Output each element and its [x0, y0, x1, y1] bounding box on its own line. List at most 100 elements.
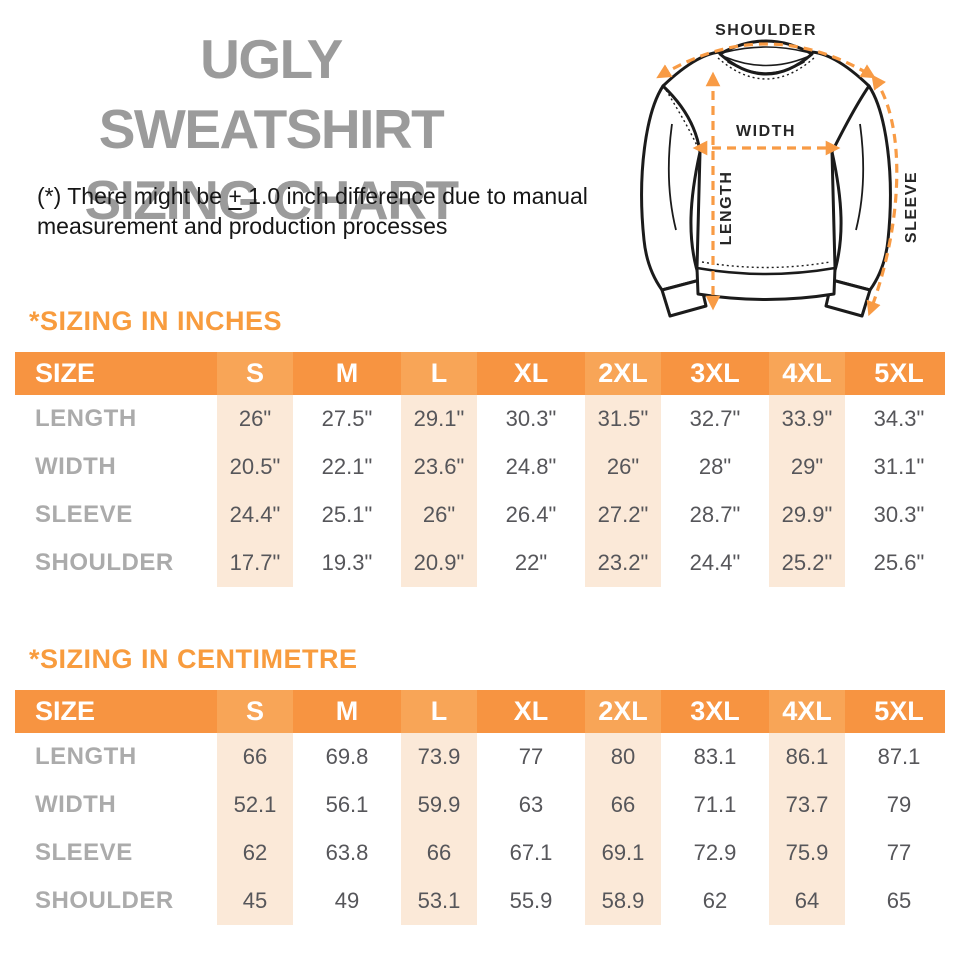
sweatshirt-illustration — [640, 39, 899, 318]
table-cell: 55.9 — [485, 877, 577, 925]
disclaimer-text: (*) There might be + 1.0 inch difference… — [37, 181, 622, 242]
measurement-arrows — [656, 42, 899, 317]
table-cell: 31.5" — [577, 395, 669, 443]
table-cell: 63.8 — [301, 829, 393, 877]
sweatshirt-outline — [640, 39, 892, 318]
row-label-width: WIDTH — [15, 781, 209, 829]
page-title-line2: SIZING CHART — [84, 168, 459, 231]
table-cell: 22.1" — [301, 443, 393, 491]
table-cell: 26.4" — [485, 491, 577, 539]
header-cell-xl: XL — [485, 352, 577, 395]
table-cell: 72.9 — [669, 829, 761, 877]
table-cell: 23.2" — [577, 539, 669, 587]
table-cell: 23.6" — [393, 443, 485, 491]
table-row: WIDTH 52.1 56.1 59.9 63 66 71.1 73.7 79 — [15, 781, 945, 829]
table-cell: 30.3" — [853, 491, 945, 539]
table-cell: 59.9 — [393, 781, 485, 829]
table-cell: 33.9" — [761, 395, 853, 443]
table-cell: 32.7" — [669, 395, 761, 443]
title-block: UGLY SWEATSHIRT SIZING CHART — [28, 24, 514, 235]
table-cell: 53.1 — [393, 877, 485, 925]
table-cell: 26" — [209, 395, 301, 443]
table-cell: 66 — [209, 733, 301, 781]
header-cell-size: SIZE — [15, 352, 209, 395]
header-cell-size: SIZE — [15, 690, 209, 733]
centimetre-header-row: SIZE S M L XL 2XL 3XL 4XL 5XL — [15, 690, 945, 733]
disclaimer-suffix: 1.0 inch difference due to manual measur… — [37, 183, 588, 240]
table-cell: 29.9" — [761, 491, 853, 539]
shoulder-arrow — [656, 42, 876, 79]
row-label-sleeve: SLEEVE — [15, 491, 209, 539]
table-row: SLEEVE 24.4" 25.1" 26" 26.4" 27.2" 28.7"… — [15, 491, 945, 539]
sweatshirt-diagram: SHOULDER WIDTH LENGTH SLEEVE — [618, 2, 960, 334]
table-cell: 29" — [761, 443, 853, 491]
table-row: SLEEVE 62 63.8 66 67.1 69.1 72.9 75.9 77 — [15, 829, 945, 877]
plus-minus-sign: + — [228, 183, 242, 209]
header-cell-xl: XL — [485, 690, 577, 733]
table-cell: 80 — [577, 733, 669, 781]
table-cell: 17.7" — [209, 539, 301, 587]
header-cell-3xl: 3XL — [669, 352, 761, 395]
header-cell-4xl: 4XL — [761, 352, 853, 395]
table-cell: 25.6" — [853, 539, 945, 587]
header-cell-2xl: 2XL — [577, 352, 669, 395]
centimetre-section-heading: *SIZING IN CENTIMETRE — [29, 644, 358, 674]
header-cell-s: S — [209, 690, 301, 733]
row-label-sleeve: SLEEVE — [15, 829, 209, 877]
table-cell: 56.1 — [301, 781, 393, 829]
table-cell: 64 — [761, 877, 853, 925]
table-cell: 26" — [393, 491, 485, 539]
table-cell: 66 — [577, 781, 669, 829]
row-label-shoulder: SHOULDER — [15, 877, 209, 925]
diagram-length-label: LENGTH — [718, 170, 735, 246]
centimetre-size-table: SIZE S M L XL 2XL 3XL 4XL 5XL LENGTH 66 … — [15, 690, 945, 925]
table-cell: 20.5" — [209, 443, 301, 491]
table-cell: 19.3" — [301, 539, 393, 587]
table-row: SHOULDER 45 49 53.1 55.9 58.9 62 64 65 — [15, 877, 945, 925]
table-cell: 49 — [301, 877, 393, 925]
table-cell: 86.1 — [761, 733, 853, 781]
table-cell: 62 — [209, 829, 301, 877]
table-cell: 25.2" — [761, 539, 853, 587]
row-label-shoulder: SHOULDER — [15, 539, 209, 587]
table-cell: 69.1 — [577, 829, 669, 877]
header-cell-s: S — [209, 352, 301, 395]
page-title: UGLY SWEATSHIRT SIZING CHART — [28, 24, 514, 235]
table-cell: 66 — [393, 829, 485, 877]
row-label-width: WIDTH — [15, 443, 209, 491]
table-cell: 77 — [485, 733, 577, 781]
header-cell-l: L — [393, 352, 485, 395]
header-cell-4xl: 4XL — [761, 690, 853, 733]
table-cell: 24.8" — [485, 443, 577, 491]
table-cell: 77 — [853, 829, 945, 877]
table-cell: 34.3" — [853, 395, 945, 443]
header-cell-3xl: 3XL — [669, 690, 761, 733]
table-cell: 20.9" — [393, 539, 485, 587]
table-cell: 65 — [853, 877, 945, 925]
table-cell: 63 — [485, 781, 577, 829]
table-cell: 71.1 — [669, 781, 761, 829]
disclaimer-prefix: (*) There might be — [37, 183, 229, 209]
page-title-line1: UGLY SWEATSHIRT — [98, 28, 445, 161]
header-cell-5xl: 5XL — [853, 352, 945, 395]
table-cell: 28.7" — [669, 491, 761, 539]
header-cell-2xl: 2XL — [577, 690, 669, 733]
table-cell: 45 — [209, 877, 301, 925]
table-cell: 52.1 — [209, 781, 301, 829]
header-cell-5xl: 5XL — [853, 690, 945, 733]
table-cell: 75.9 — [761, 829, 853, 877]
table-cell: 67.1 — [485, 829, 577, 877]
table-cell: 73.7 — [761, 781, 853, 829]
table-row: LENGTH 66 69.8 73.9 77 80 83.1 86.1 87.1 — [15, 733, 945, 781]
diagram-sleeve-label: SLEEVE — [903, 170, 920, 244]
row-label-length: LENGTH — [15, 733, 209, 781]
table-cell: 87.1 — [853, 733, 945, 781]
header-cell-l: L — [393, 690, 485, 733]
diagram-shoulder-label: SHOULDER — [715, 22, 817, 39]
table-cell: 28" — [669, 443, 761, 491]
table-cell: 24.4" — [669, 539, 761, 587]
table-cell: 83.1 — [669, 733, 761, 781]
inches-size-table: SIZE S M L XL 2XL 3XL 4XL 5XL LENGTH 26"… — [15, 352, 945, 587]
table-cell: 29.1" — [393, 395, 485, 443]
